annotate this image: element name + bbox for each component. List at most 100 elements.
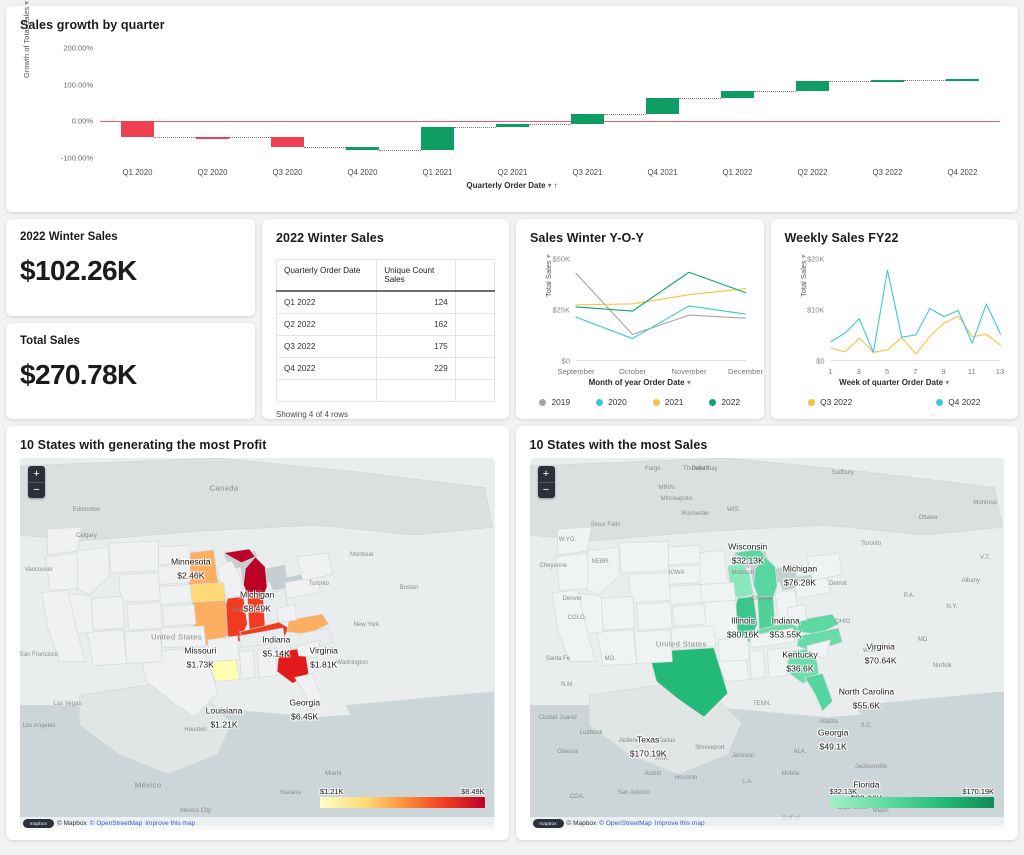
map-state-tx[interactable] [647,647,728,718]
table-row[interactable]: Q1 2022 124 [275,290,496,314]
map-state-or[interactable] [45,552,78,591]
yoy-x-axis-label[interactable]: Month of year Order Date ▾ [588,378,691,387]
map-state-co[interactable] [635,601,673,631]
waterfall-bar[interactable] [871,80,904,83]
map-state-ne[interactable] [158,584,193,605]
waterfall-bar[interactable] [796,81,829,91]
line-series[interactable] [576,272,746,311]
legend-item[interactable]: Q3 2022 [808,397,852,407]
profit-map-zoom-controls[interactable]: + − [28,466,45,498]
map-state-miup[interactable] [222,548,256,564]
sales-map[interactable]: + − Wisconsin $32.13K Michigan $76.28K Illin… [529,458,1004,830]
line-series[interactable] [576,273,746,334]
map-state-wa[interactable] [556,526,592,556]
table-col-count[interactable]: Unique Count Sales [376,259,456,292]
map-state-sc[interactable] [296,639,321,659]
map-state-ny[interactable] [805,552,843,581]
map-state-mt[interactable] [108,540,159,574]
map-state-tx[interactable] [138,647,219,718]
map-state-or[interactable] [554,552,588,591]
table-col-quarter[interactable]: Quarterly Order Date [275,259,378,292]
map-state-ms[interactable] [239,649,256,680]
line-series[interactable] [831,270,1001,352]
zoom-out-icon[interactable]: − [28,482,45,498]
map-state-ar[interactable] [207,635,240,663]
map-state-wa[interactable] [47,526,82,556]
map-state-ks[interactable] [161,603,197,627]
zoom-in-icon[interactable]: + [537,466,555,482]
map-state-wv[interactable] [276,603,298,623]
map-state-miup[interactable] [732,548,766,564]
table-row[interactable]: Q4 2022 229 [275,357,496,380]
map-state-tn[interactable] [239,627,286,649]
map-state-va[interactable] [286,613,329,635]
table-row[interactable]: Q2 2022 162 [275,313,496,336]
waterfall-bar[interactable] [646,98,679,115]
table-row[interactable]: Q3 2022 175 [275,335,496,358]
map-state-nd[interactable] [667,544,700,566]
map-state-ny[interactable] [296,552,333,581]
line-series[interactable] [576,306,746,339]
waterfall-bar[interactable] [421,127,454,150]
zoom-out-icon[interactable]: − [537,482,555,498]
waterfall-bar[interactable] [946,78,979,81]
sort-ascending-icon[interactable]: ↑ [553,181,558,190]
map-state-nm[interactable] [633,629,673,664]
waterfall-bar[interactable] [571,114,604,124]
map-state-ks[interactable] [671,603,706,627]
map-state-sd[interactable] [158,564,191,585]
waterfall-bar[interactable] [721,90,754,99]
waterfall-bar[interactable] [346,147,379,150]
osm-credit-link[interactable]: © OpenStreetMap [599,820,652,827]
legend-item[interactable]: Q4 2022 [936,397,980,407]
waterfall-bar[interactable] [271,136,304,147]
improve-map-link[interactable]: Improve this map [654,820,705,827]
map-state-mt[interactable] [618,540,669,574]
map-state-co[interactable] [126,601,163,631]
legend-item[interactable]: 2022 [709,397,740,407]
map-state-ia[interactable] [189,582,226,603]
map-state-ia[interactable] [699,582,736,603]
map-state-az[interactable] [86,629,128,666]
map-state-ms[interactable] [748,649,766,680]
line-series[interactable] [576,289,746,305]
map-state-wy[interactable] [627,572,671,603]
map-state-va[interactable] [795,613,839,635]
map-state-ar[interactable] [716,635,750,663]
map-state-fl[interactable] [294,673,323,712]
map-state-sc[interactable] [805,639,831,659]
sales-map-zoom-controls[interactable]: + − [537,466,555,498]
legend-item[interactable]: 2020 [596,397,627,407]
osm-credit-link[interactable]: © OpenStreetMap [89,820,143,827]
waterfall-bar[interactable] [496,123,529,128]
waterfall-bar[interactable] [196,136,229,139]
map-state-az[interactable] [596,629,637,666]
map-state-mi[interactable] [243,556,268,603]
waterfall-bar[interactable] [121,121,154,137]
map-state-al[interactable] [256,647,278,678]
waterfall-x-axis-label[interactable]: Quarterly Order Date ▾ ↑ [466,181,558,190]
map-state-nd[interactable] [158,544,191,566]
map-state-ca[interactable] [41,590,86,662]
legend-item[interactable]: 2021 [652,397,683,407]
map-state-al[interactable] [766,647,787,678]
map-state-fl[interactable] [803,673,833,712]
map-state-mi[interactable] [752,556,777,603]
map-state-nm[interactable] [124,629,163,664]
map-state-ut[interactable] [90,596,126,631]
map-state-ne[interactable] [667,584,702,605]
map-state-ok[interactable] [669,625,716,649]
zoom-in-icon[interactable]: + [28,466,45,482]
improve-map-link[interactable]: Improve this map [145,820,196,827]
map-state-wv[interactable] [786,603,807,623]
table-col-empty[interactable] [454,259,496,292]
weekly-x-axis-label[interactable]: Week of quarter Order Date ▾ [839,378,950,387]
line-series[interactable] [831,316,1001,354]
profit-map[interactable]: + − Minnesota $2.46K Michigan $8.49K Missour… [20,458,495,830]
map-state-ca[interactable] [550,590,596,662]
map-state-tn[interactable] [748,627,795,649]
map-state-ok[interactable] [159,625,207,649]
map-state-ut[interactable] [600,596,635,631]
map-state-wy[interactable] [118,572,161,603]
legend-item[interactable]: 2019 [539,397,570,407]
